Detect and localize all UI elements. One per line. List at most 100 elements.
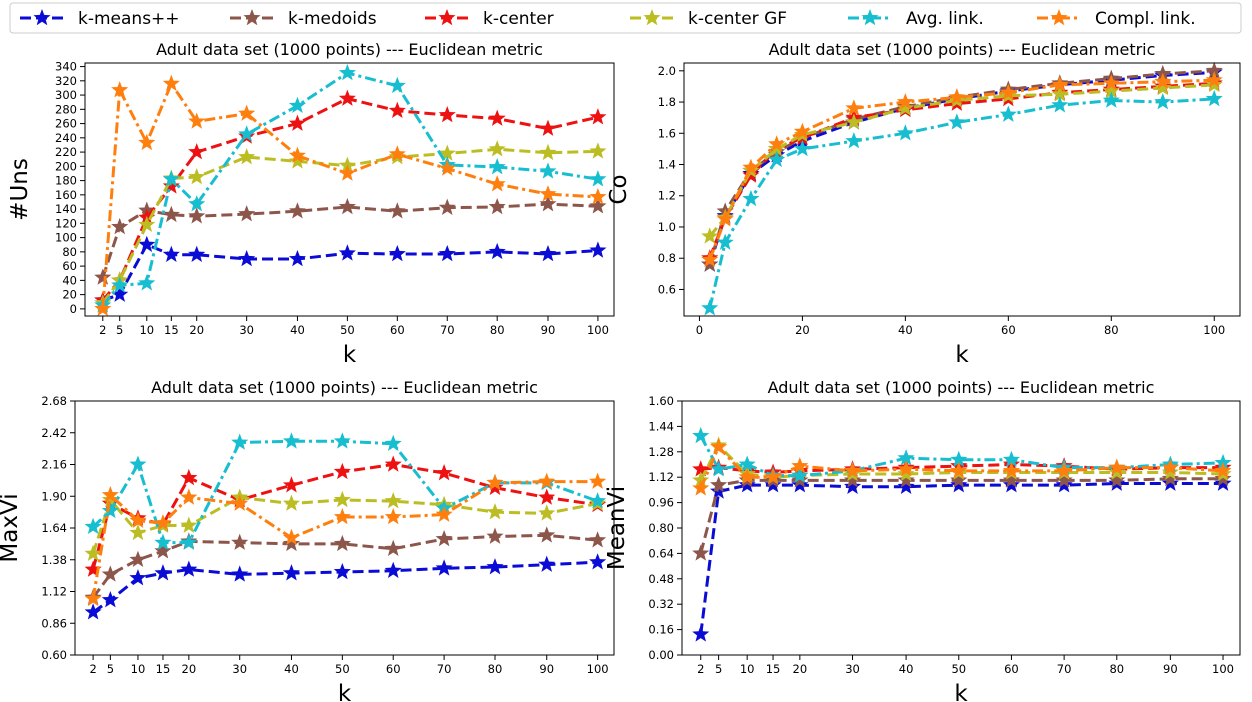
series <box>84 432 607 550</box>
data-point <box>948 88 966 105</box>
data-point <box>162 170 180 187</box>
y-tick-label: 0.8 <box>658 251 676 265</box>
x-tick-label: 70 <box>437 662 452 676</box>
chart-panel: Adult data set (1000 points) --- Euclide… <box>7 40 615 368</box>
data-point <box>710 460 728 477</box>
series <box>701 61 1223 272</box>
data-point <box>589 142 607 159</box>
y-tick-label: 2.0 <box>658 64 676 78</box>
data-point <box>1002 450 1020 468</box>
data-point <box>742 166 760 183</box>
data-point <box>1214 474 1232 491</box>
data-point <box>188 245 206 262</box>
data-point <box>738 476 756 493</box>
x-tick-label: 2 <box>89 662 96 676</box>
chart-title: Adult data set (1000 points) --- Euclide… <box>768 378 1155 397</box>
y-tick-label: 2.42 <box>41 426 67 440</box>
data-point <box>738 468 756 485</box>
data-point <box>1108 471 1126 488</box>
x-tick-label: 10 <box>740 662 755 676</box>
y-tick-label: 1.38 <box>41 553 67 567</box>
data-point <box>1154 78 1172 96</box>
data-point <box>333 490 351 508</box>
x-tick-label: 90 <box>539 662 554 676</box>
data-point <box>742 189 760 207</box>
data-point <box>701 255 719 272</box>
data-point <box>101 486 119 503</box>
data-point <box>488 175 506 192</box>
legend-marker <box>33 9 51 26</box>
data-point <box>896 124 914 141</box>
data-point <box>488 242 506 260</box>
data-point <box>288 249 307 267</box>
y-tick-label: 180 <box>55 174 77 188</box>
data-point <box>384 561 402 579</box>
series <box>94 140 607 311</box>
data-point <box>338 89 356 106</box>
x-tick-label: 100 <box>1212 662 1234 676</box>
data-point <box>1002 461 1020 479</box>
data-point <box>710 438 728 455</box>
data-point <box>701 299 719 316</box>
data-point <box>692 479 710 496</box>
y-tick-label: 320 <box>55 74 77 88</box>
series-line <box>92 439 599 545</box>
series <box>701 74 1223 266</box>
data-point <box>538 504 556 521</box>
x-tick-label: 90 <box>541 323 556 337</box>
data-point <box>539 195 557 212</box>
x-tick-label: 60 <box>1001 323 1016 337</box>
data-point <box>238 125 256 142</box>
data-point <box>388 245 406 262</box>
data-point <box>384 492 402 509</box>
legend-label: k-means++ <box>78 9 180 29</box>
x-tick-label: 100 <box>1203 323 1225 337</box>
legend-label: k-medoids <box>288 9 377 29</box>
x-tick-label: 20 <box>182 662 197 676</box>
data-point <box>950 476 968 493</box>
data-point <box>435 529 453 547</box>
x-tick-label: 50 <box>335 662 350 676</box>
y-tick-label: 1.90 <box>41 489 67 503</box>
y-tick-label: 200 <box>55 159 77 173</box>
y-tick-label: 100 <box>55 231 77 245</box>
data-point <box>288 146 307 163</box>
data-point <box>129 550 147 568</box>
data-point <box>388 101 406 119</box>
data-point <box>438 159 456 176</box>
y-axis-label: #Uns <box>7 158 33 221</box>
data-point <box>539 119 557 136</box>
data-point <box>84 603 102 620</box>
x-tick-label: 80 <box>1109 662 1124 676</box>
data-point <box>897 471 915 488</box>
y-tick-label: 0.64 <box>648 546 674 560</box>
x-axis-label: k <box>954 681 968 702</box>
data-point <box>288 202 307 219</box>
data-point <box>1102 91 1120 108</box>
data-point <box>231 494 249 511</box>
data-point <box>791 457 809 474</box>
data-point <box>896 99 914 116</box>
data-point <box>238 205 256 222</box>
x-axis-label: k <box>955 342 969 368</box>
data-point <box>701 250 719 268</box>
y-tick-label: 1.0 <box>658 220 676 234</box>
data-point <box>129 455 147 472</box>
data-point <box>950 461 968 479</box>
data-point <box>129 511 147 528</box>
y-tick-label: 0.48 <box>648 572 674 586</box>
data-point <box>793 122 811 139</box>
data-point <box>435 464 453 481</box>
data-point <box>333 432 351 449</box>
y-axis-label: MeanVi <box>604 486 630 570</box>
data-point <box>538 488 556 505</box>
y-tick-label: 120 <box>55 216 77 230</box>
chart-panel: Adult data set (1000 points) --- Euclide… <box>606 40 1241 368</box>
series <box>701 71 1223 268</box>
x-tick-label: 100 <box>587 323 609 337</box>
data-point <box>438 198 456 215</box>
x-tick-label: 90 <box>1163 662 1178 676</box>
data-point <box>764 476 782 493</box>
x-tick-label: 2 <box>99 323 106 337</box>
data-point <box>180 533 198 550</box>
